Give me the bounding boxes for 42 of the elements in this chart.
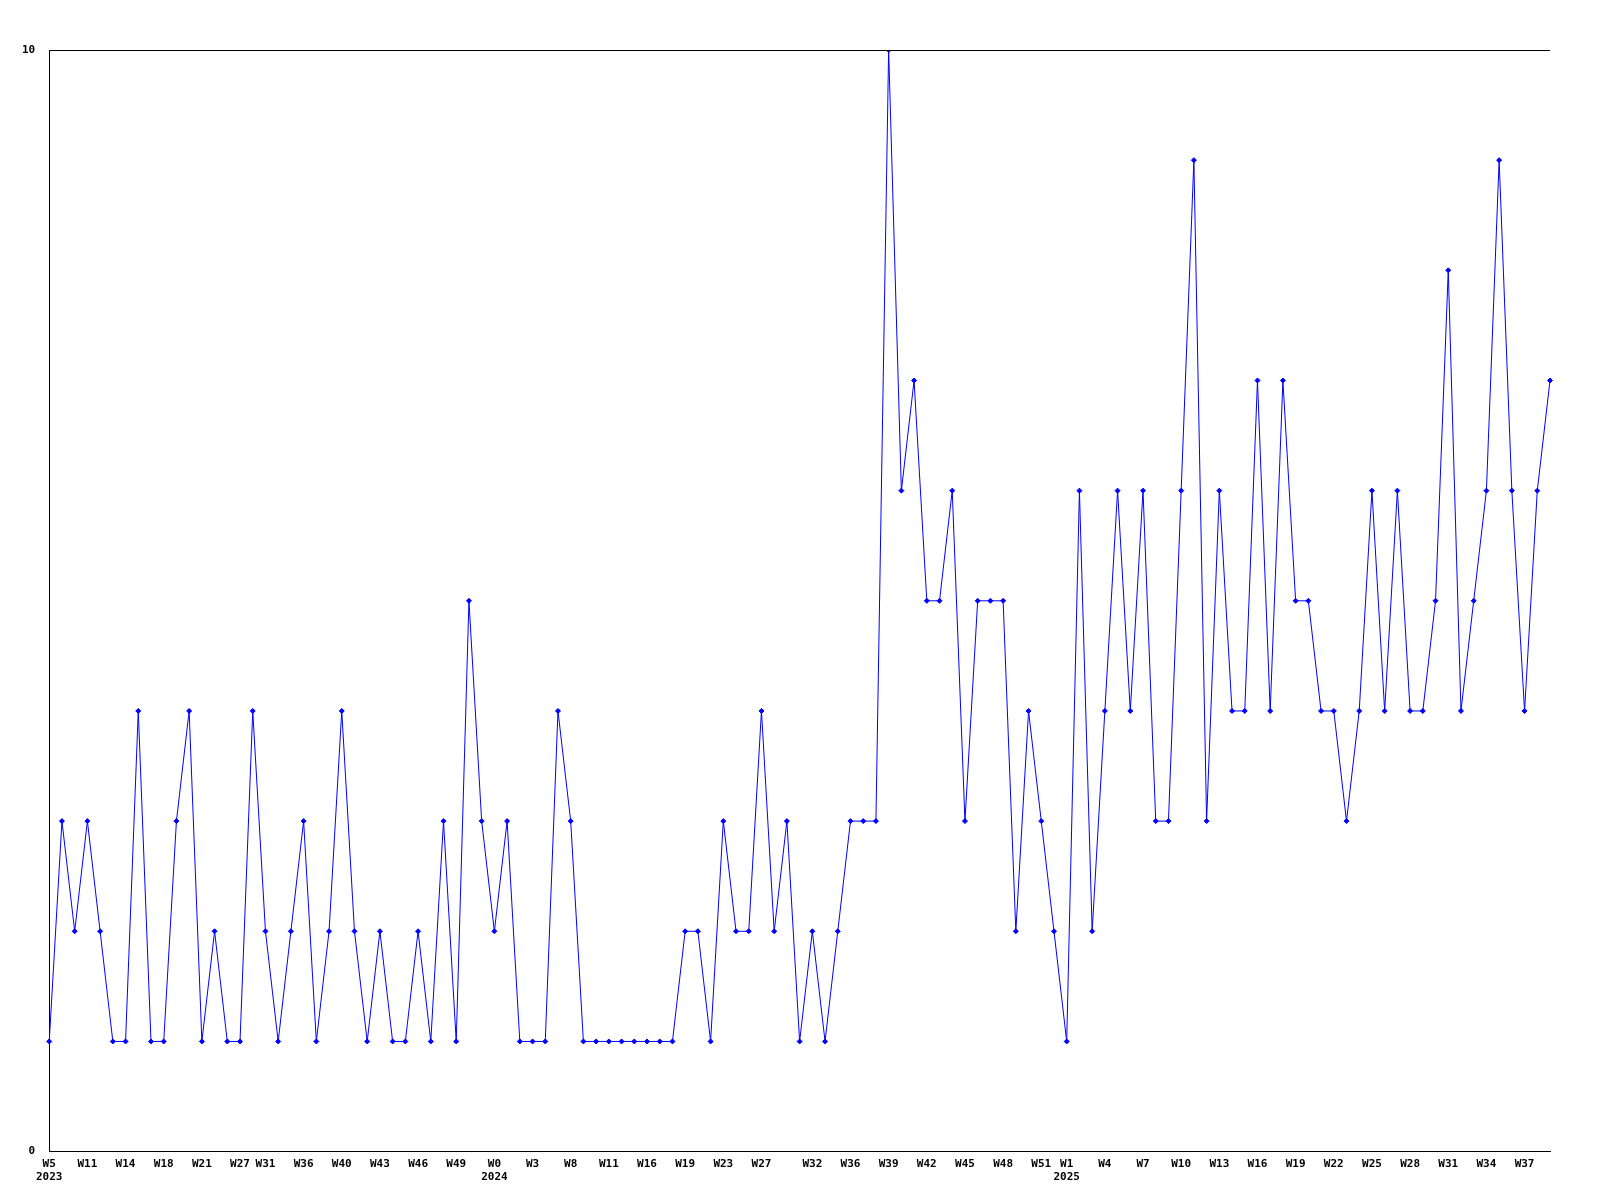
x-tick-label: W16 xyxy=(1247,1157,1268,1171)
x-tick-label: W27 xyxy=(751,1157,772,1171)
x-tick-label: W10 xyxy=(1171,1157,1192,1171)
x-tick-label: W37 xyxy=(1514,1157,1535,1171)
x-tick-label: W11 xyxy=(77,1157,98,1171)
x-tick-label: W27 xyxy=(230,1157,250,1171)
x-tick-label: W23 xyxy=(713,1157,734,1171)
x-tick-label: W11 xyxy=(598,1157,620,1171)
y-tick-label: 0 xyxy=(28,1144,36,1158)
x-tick-label: W0 2024 xyxy=(481,1157,508,1184)
x-tick-label: W5 2023 xyxy=(36,1157,63,1184)
x-tick-label: W36 xyxy=(293,1157,314,1171)
y-tick-label: 10 xyxy=(22,42,36,56)
x-tick-label: W22 xyxy=(1323,1157,1344,1171)
x-tick-label: W1 2025 xyxy=(1053,1157,1080,1184)
x-tick-label: W7 xyxy=(1136,1157,1150,1171)
x-tick-label: W25 xyxy=(1362,1157,1382,1171)
x-tick-label: W32 xyxy=(802,1157,823,1171)
x-tick-label: W43 xyxy=(369,1157,390,1171)
x-tick-label: W8 xyxy=(564,1157,578,1171)
x-tick-label: W31 xyxy=(255,1157,276,1171)
x-tick-label: W18 xyxy=(153,1157,174,1171)
x-tick-label: W51 xyxy=(1031,1157,1052,1171)
x-tick-label: W40 xyxy=(331,1157,352,1171)
x-tick-label: W42 xyxy=(916,1157,937,1171)
x-tick-label: W19 xyxy=(1285,1157,1306,1171)
x-tick-label: W16 xyxy=(637,1157,658,1171)
x-tick-label: W31 xyxy=(1438,1157,1459,1171)
x-tick-label: W48 xyxy=(993,1157,1014,1171)
x-tick-label: W36 xyxy=(840,1157,861,1171)
x-tick-label: W14 xyxy=(115,1157,136,1171)
x-tick-label: W4 xyxy=(1098,1157,1112,1171)
x-tick-label: W45 xyxy=(955,1157,975,1171)
x-tick-label: W28 xyxy=(1400,1157,1421,1171)
x-tick-label: W21 xyxy=(191,1157,213,1171)
x-tick-label: W49 xyxy=(446,1157,467,1171)
x-tick-label: W19 xyxy=(675,1157,696,1171)
x-tick-label: W34 xyxy=(1476,1157,1497,1171)
x-tick-label: W46 xyxy=(408,1157,429,1171)
x-tick-label: W39 xyxy=(878,1157,899,1171)
x-tick-label: W3 xyxy=(525,1157,540,1171)
x-tick-label: W13 xyxy=(1209,1157,1230,1171)
